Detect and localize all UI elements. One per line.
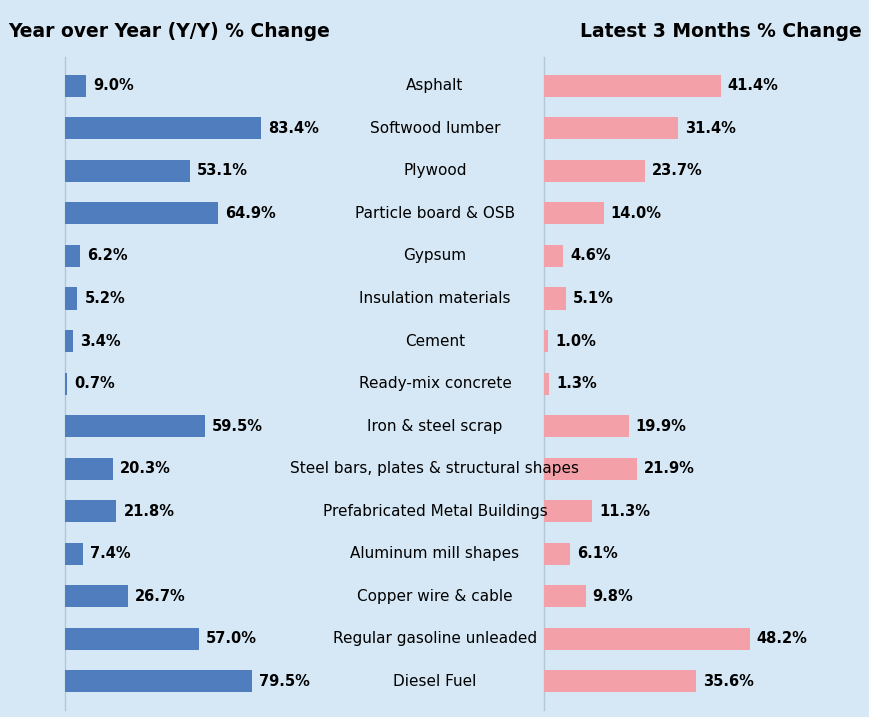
Text: Aluminum mill shapes: Aluminum mill shapes	[350, 546, 519, 561]
Text: Cement: Cement	[404, 333, 465, 348]
Text: 83.4%: 83.4%	[268, 121, 319, 136]
Text: Asphalt: Asphalt	[406, 78, 463, 93]
Bar	[65, 543, 83, 565]
Text: 59.5%: 59.5%	[212, 419, 262, 434]
Text: 21.8%: 21.8%	[123, 504, 174, 518]
Text: 26.7%: 26.7%	[135, 589, 185, 604]
Bar	[543, 75, 720, 97]
Bar	[65, 415, 205, 437]
Text: Regular gasoline unleaded: Regular gasoline unleaded	[333, 632, 536, 646]
Bar	[543, 628, 749, 650]
Text: 1.0%: 1.0%	[554, 333, 595, 348]
Bar	[65, 585, 128, 607]
Text: Particle board & OSB: Particle board & OSB	[355, 206, 514, 221]
Bar	[65, 245, 80, 267]
Text: 57.0%: 57.0%	[206, 632, 257, 646]
Text: 14.0%: 14.0%	[610, 206, 660, 221]
Text: Softwood lumber: Softwood lumber	[369, 121, 500, 136]
Text: 48.2%: 48.2%	[756, 632, 806, 646]
Bar	[543, 457, 637, 480]
Bar	[543, 585, 585, 607]
Text: 19.9%: 19.9%	[635, 419, 686, 434]
Bar	[65, 670, 252, 693]
Text: 53.1%: 53.1%	[196, 163, 248, 179]
Text: 9.0%: 9.0%	[93, 78, 134, 93]
Text: 79.5%: 79.5%	[259, 674, 309, 689]
Bar	[543, 670, 695, 693]
Text: 3.4%: 3.4%	[80, 333, 121, 348]
Text: 5.1%: 5.1%	[572, 291, 613, 306]
Bar	[543, 160, 644, 182]
Text: 23.7%: 23.7%	[651, 163, 702, 179]
Bar	[543, 500, 591, 522]
Text: Iron & steel scrap: Iron & steel scrap	[367, 419, 502, 434]
Text: 35.6%: 35.6%	[702, 674, 753, 689]
Text: 64.9%: 64.9%	[224, 206, 275, 221]
Bar	[65, 118, 261, 139]
Bar	[65, 457, 113, 480]
Text: Prefabricated Metal Buildings: Prefabricated Metal Buildings	[322, 504, 547, 518]
Text: Year over Year (Y/Y) % Change: Year over Year (Y/Y) % Change	[9, 22, 330, 40]
Bar	[65, 500, 116, 522]
Text: 4.6%: 4.6%	[570, 249, 610, 263]
Text: 6.1%: 6.1%	[576, 546, 617, 561]
Text: 20.3%: 20.3%	[120, 461, 170, 476]
Bar	[543, 415, 628, 437]
Bar	[65, 202, 217, 224]
Text: Gypsum: Gypsum	[403, 249, 466, 263]
Text: Diesel Fuel: Diesel Fuel	[393, 674, 476, 689]
Bar	[543, 245, 563, 267]
Bar	[65, 288, 77, 310]
Text: 7.4%: 7.4%	[90, 546, 130, 561]
Text: Ready-mix concrete: Ready-mix concrete	[358, 376, 511, 391]
Text: 0.7%: 0.7%	[74, 376, 115, 391]
Text: 9.8%: 9.8%	[592, 589, 633, 604]
Text: 41.4%: 41.4%	[726, 78, 778, 93]
Text: Plywood: Plywood	[403, 163, 466, 179]
Bar	[543, 373, 548, 394]
Bar	[543, 330, 547, 352]
Bar	[65, 75, 86, 97]
Text: 5.2%: 5.2%	[84, 291, 125, 306]
Bar	[65, 628, 199, 650]
Text: Insulation materials: Insulation materials	[359, 291, 510, 306]
Text: 6.2%: 6.2%	[87, 249, 127, 263]
Text: 31.4%: 31.4%	[684, 121, 735, 136]
Text: Copper wire & cable: Copper wire & cable	[357, 589, 512, 604]
Bar	[543, 202, 603, 224]
Text: Latest 3 Months % Change: Latest 3 Months % Change	[579, 22, 860, 40]
Text: 21.9%: 21.9%	[644, 461, 694, 476]
Bar	[543, 288, 565, 310]
Bar	[65, 330, 73, 352]
Text: 11.3%: 11.3%	[598, 504, 649, 518]
Bar	[65, 160, 189, 182]
Bar	[65, 373, 67, 394]
Bar	[543, 543, 569, 565]
Text: 1.3%: 1.3%	[555, 376, 596, 391]
Text: Steel bars, plates & structural shapes: Steel bars, plates & structural shapes	[290, 461, 579, 476]
Bar	[543, 118, 677, 139]
